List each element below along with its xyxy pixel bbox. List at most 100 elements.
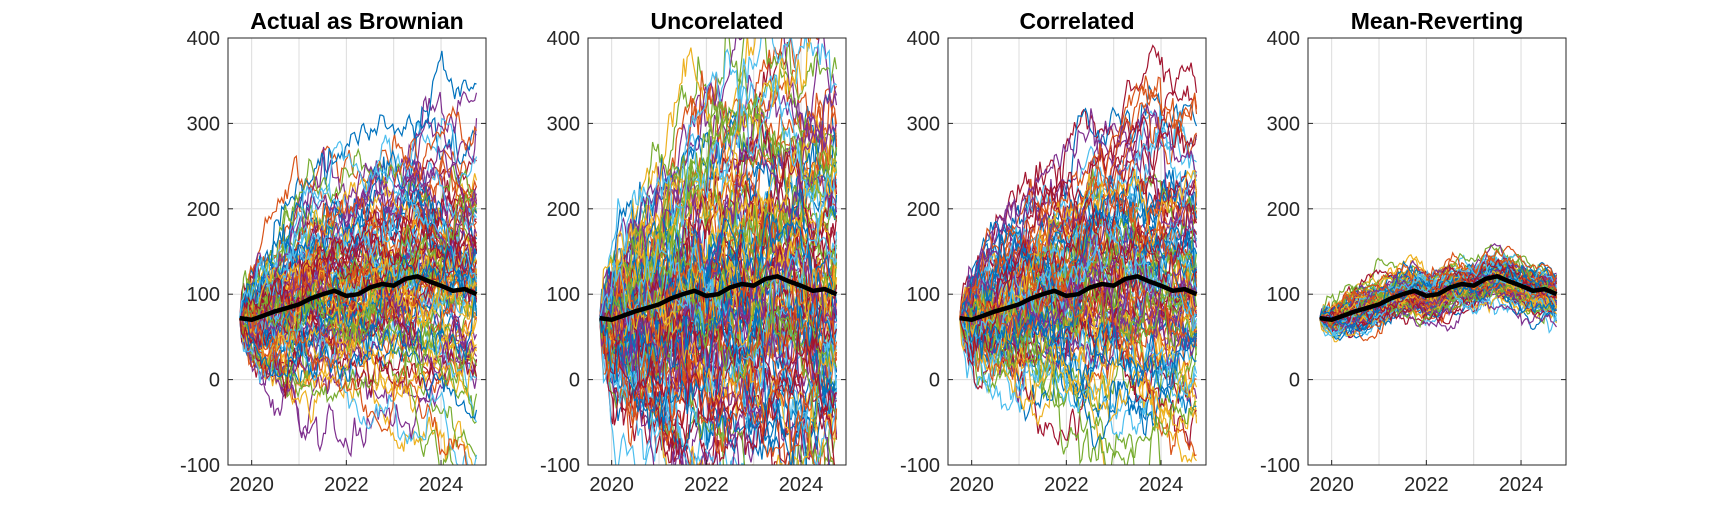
simulated-path [239,162,478,329]
simulated-path [1319,271,1558,329]
simulated-path [1319,245,1557,327]
simulated-path [599,223,837,465]
y-tick-label: 0 [569,370,580,392]
y-tick-label: 100 [547,284,580,306]
simulated-path [239,274,477,374]
x-tick-label: 2022 [1044,474,1089,496]
y-tick-label: 400 [547,28,580,50]
y-tick-label: 300 [187,113,220,135]
simulated-path [959,310,1197,442]
y-tick-label: -100 [900,455,940,477]
x-tick-label: 2024 [1499,474,1544,496]
y-tick-label: 300 [1267,113,1300,135]
x-tick-label: 2022 [1404,474,1449,496]
simulated-path [239,244,478,382]
simulated-path [959,169,1198,337]
x-tick-label: 2020 [949,474,994,496]
simulated-path [239,105,478,374]
x-tick-label: 2022 [684,474,729,496]
y-tick-label: 200 [907,199,940,221]
simulated-path [239,273,478,361]
simulated-path [239,246,478,363]
panel-3: -100 0 100 200 300 400 2020 2022 2024 Correlated [900,8,1207,496]
simulated-path [959,108,1197,321]
y-tick-label: 200 [547,199,580,221]
y-tick-label: 400 [907,28,940,50]
simulated-path [959,197,1198,319]
x-tick-label: 2024 [419,474,464,496]
simulated-path [599,271,838,455]
simulated-path [599,175,837,340]
simulated-path [959,121,1198,355]
simulated-path [959,294,1197,465]
axes-background [1308,38,1566,465]
y-tick-label: -100 [1260,455,1300,477]
y-tick-label: 100 [1267,284,1300,306]
simulated-path [239,146,478,344]
y-tick-label: -100 [180,455,220,477]
y-tick-label: 400 [187,28,220,50]
simulated-path [959,301,1198,388]
simulated-path [239,140,478,319]
simulated-path [959,83,1198,327]
simulated-path [599,259,808,465]
simulated-path [599,38,838,333]
actual-series-line [239,274,478,323]
x-tick-label: 2024 [779,474,824,496]
panel-title: Correlated [1019,8,1134,34]
simulated-path [959,226,1198,376]
simulated-path [239,206,478,323]
simulated-path [959,260,1198,409]
panel-title: Uncorelated [651,8,784,34]
y-tick-label: 200 [187,199,220,221]
simulated-path [599,309,835,465]
simulated-path [239,309,478,465]
simulated-path [239,193,478,342]
simulated-path [599,140,838,426]
simulated-path [599,38,838,384]
panel-title: Mean-Reverting [1351,8,1524,34]
y-tick-label: 300 [907,113,940,135]
simulated-paths [599,38,838,465]
y-tick-label: 200 [1267,199,1300,221]
simulated-path [959,196,1198,368]
simulated-path [599,38,792,338]
actual-series-line [1319,274,1558,323]
panel-title: Actual as Brownian [250,8,463,34]
x-tick-label: 2024 [1139,474,1184,496]
simulated-path [239,306,468,465]
axes-frame [1307,37,1567,466]
simulated-path [1319,291,1557,333]
y-tick-label: 0 [209,370,220,392]
simulated-path [239,258,477,398]
y-tick-label: -100 [540,455,580,477]
simulated-path [239,267,478,420]
simulated-path [959,128,1198,366]
y-tick-label: 100 [907,284,940,306]
simulated-path [599,300,695,465]
x-tick-label: 2022 [324,474,369,496]
x-tick-label: 2020 [229,474,274,496]
panel-2: -100 0 100 200 300 400 2020 2022 2024 Uncorelated [540,8,847,496]
actual-series-line [959,274,1198,323]
simulated-path [959,318,1198,431]
actual-series-line [599,274,838,323]
simulated-path [239,218,477,324]
axes-frame [587,37,847,466]
simulated-path [599,171,837,362]
simulated-paths [959,44,1198,465]
simulated-path [959,62,1198,359]
panel-1: -100 0 100 200 300 400 2020 2022 2024 Actual as B… [180,8,487,496]
y-tick-label: 400 [1267,28,1300,50]
y-tick-label: 0 [1289,370,1300,392]
x-tick-label: 2020 [589,474,634,496]
simulated-path [959,182,1198,367]
simulated-paths [239,50,478,465]
panel-4: -100 0 100 200 300 400 2020 2022 2024 Mean-Revert… [1260,8,1567,496]
simulated-path [239,209,478,347]
axes-frame [947,37,1207,466]
x-tick-label: 2020 [1309,474,1354,496]
simulated-path [239,215,478,328]
simulated-path [1319,258,1557,329]
